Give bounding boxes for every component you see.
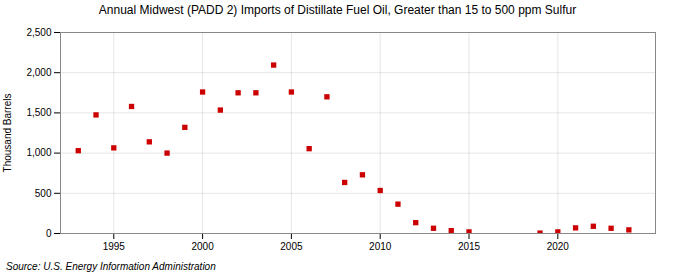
- svg-text:2005: 2005: [280, 241, 303, 252]
- svg-text:2,000: 2,000: [26, 67, 51, 78]
- svg-text:2020: 2020: [547, 241, 570, 252]
- svg-text:0: 0: [46, 228, 52, 239]
- svg-text:500: 500: [35, 188, 52, 199]
- svg-text:1,500: 1,500: [26, 107, 51, 118]
- svg-text:1995: 1995: [103, 241, 126, 252]
- html-text:Source: U.S. Energy Informatio: Source: U.S. Energy Information Administ…: [6, 261, 216, 272]
- svg-text:2000: 2000: [191, 241, 214, 252]
- html-text:Annual Midwest (PADD 2) Import: Annual Midwest (PADD 2) Imports of Disti…: [98, 3, 577, 17]
- svg-text:Thousand Barrels: Thousand Barrels: [2, 94, 13, 173]
- svg-text:1,000: 1,000: [26, 147, 51, 158]
- svg-text:2010: 2010: [369, 241, 392, 252]
- svg-text:2015: 2015: [458, 241, 481, 252]
- svg-text:2,500: 2,500: [26, 27, 51, 38]
